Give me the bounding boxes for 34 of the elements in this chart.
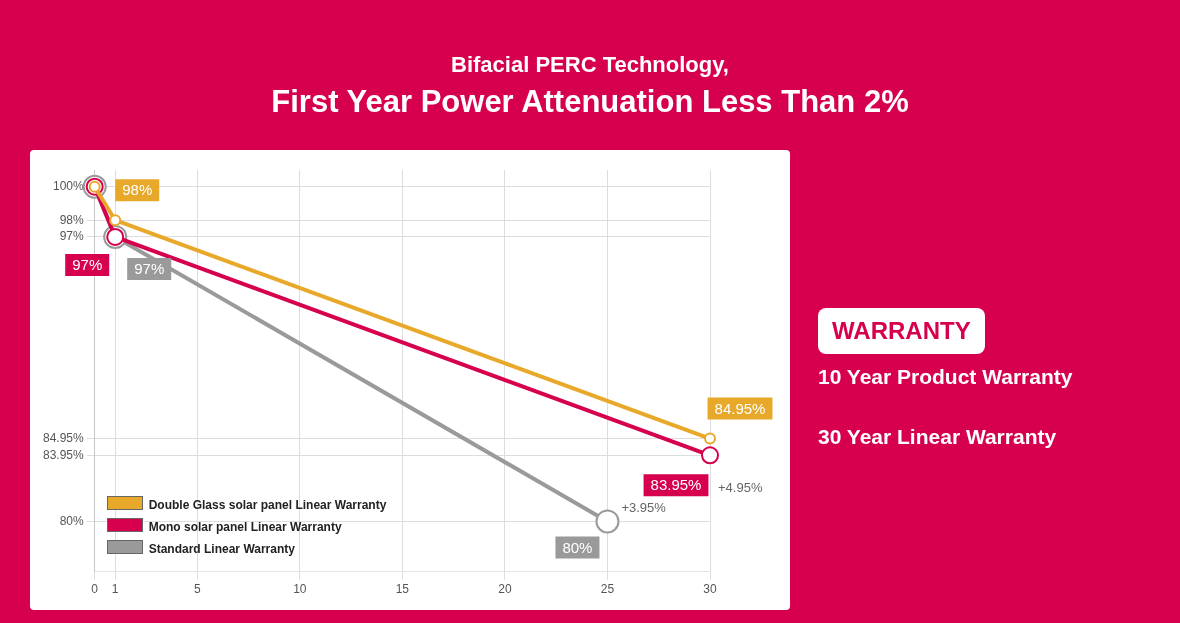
text: +4.95% [718,479,763,495]
x-tick-label: 0 [91,582,99,597]
legend-label: Mono solar panel Linear Warranty [148,519,342,534]
y-tick-label: 98% [59,212,85,227]
x-tick-label: 20 [498,582,512,597]
point [701,446,719,465]
text: 30 Year Linear Warranty [818,424,1058,450]
data-label: 80% [562,538,593,556]
x-tick-label: 10 [293,582,307,597]
x-tick-label: 15 [395,582,410,597]
chart-title: Bifacial PERC Technology, [450,52,730,78]
point [109,214,122,227]
annotation: +3.95% [621,500,666,515]
legend-label: Standard Linear Warranty [148,541,295,556]
x-tick-label: 1 [111,582,119,597]
data-label: 97% [134,260,165,278]
data-label: 84.95% [714,399,766,417]
y-tick-label: 80% [59,513,85,528]
data-label: 97% [72,256,103,274]
text: 10 Year Product Warranty [818,364,1073,390]
x-tick-label: 25 [600,582,615,597]
point [704,432,716,445]
y-tick-label: 100% [53,179,85,194]
x-tick-label: 30 [703,582,717,597]
data-label: 98% [122,181,153,199]
legend-label: Double Glass solar panel Linear Warranty [148,497,387,512]
y-tick-label: 84.95% [43,430,85,445]
point [595,509,620,534]
data-label: 83.95% [650,476,702,494]
x-tick-label: 5 [193,582,201,597]
y-tick-label: 97% [59,229,85,244]
text: WARRANTY [818,308,985,354]
y-tick-label: 83.95% [43,447,85,462]
chart-subtitle: First Year Power Attenuation Less Than 2% [270,84,910,120]
